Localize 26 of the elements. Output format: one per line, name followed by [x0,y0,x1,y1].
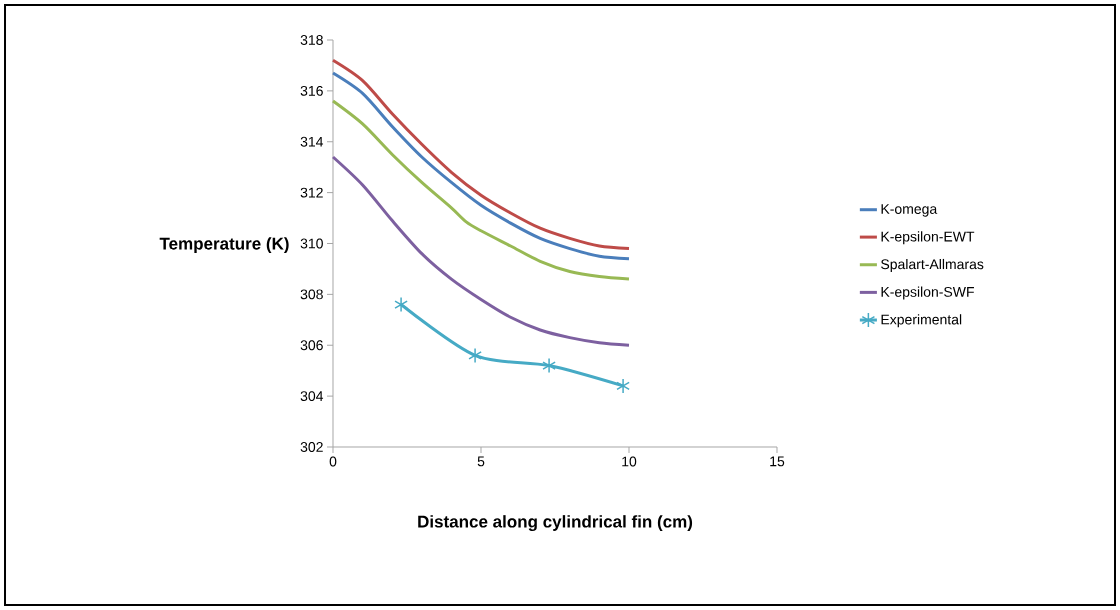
line-series [331,99,631,281]
y-tick-label: 308 [300,289,323,300]
x-tick-label: 0 [329,456,337,467]
y-tick-label: 310 [300,238,323,249]
y-tick-label: 302 [300,442,323,452]
point [542,357,556,374]
line-series [331,155,631,347]
y-tick-label: 312 [300,187,323,198]
legend-label: K-epsilon-EWT [881,231,975,245]
point [616,378,630,394]
legend-label: K-epsilon-SWF [881,286,974,300]
point [394,296,408,313]
legend-label: K-omega [881,204,938,217]
x-tick-label: 10 [622,456,637,467]
y-tick-label: 314 [300,136,324,147]
y-axis-title: Temperature (K) [159,237,289,254]
legend-label: Experimental [881,314,962,328]
y-tick-label: 318 [300,35,323,45]
x-axis-title: Distance along cylindrical fin (cm) [418,515,693,532]
x-tick-label: 15 [770,456,785,467]
legend-label: Spalart-Allmaras [881,258,984,272]
y-tick-label: 316 [300,85,323,96]
point [468,347,482,364]
y-tick-label: 306 [300,340,323,351]
y-tick-label: 304 [300,391,324,402]
x-tick-label: 5 [477,456,485,467]
